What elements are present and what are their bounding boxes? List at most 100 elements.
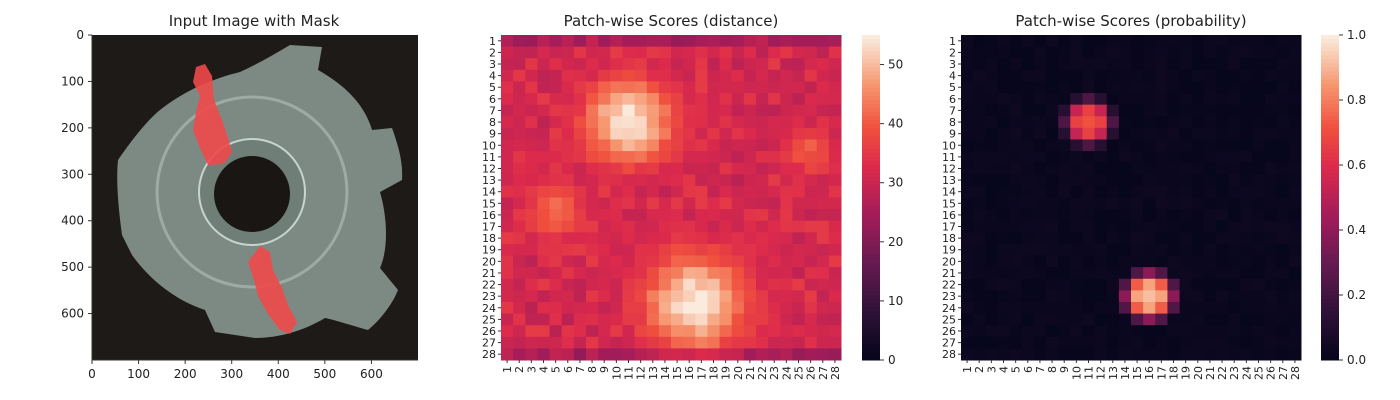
heatmap-cell [768, 58, 781, 71]
heatmap-cell [634, 104, 648, 117]
heatmap-cell [683, 116, 696, 129]
colorbar-segment [862, 104, 880, 109]
heatmap-cell [1046, 313, 1059, 326]
heatmap-cell [1058, 69, 1071, 82]
heatmap-cell [695, 127, 708, 140]
heatmap-cell [1240, 93, 1253, 106]
mask-region-bottom [248, 246, 297, 334]
colorbar-tick-label: 0 [888, 353, 896, 367]
heatmap-cell [525, 301, 538, 315]
heatmap-cell [1070, 336, 1083, 349]
heatmap-cell [695, 232, 708, 245]
heatmap-cell [695, 162, 708, 175]
heatmap-cell [961, 185, 974, 198]
heatmap-cell [1143, 104, 1156, 117]
heatmap-cell [1252, 313, 1266, 326]
heatmap-cell [756, 139, 769, 152]
heatmap-cell [1203, 174, 1217, 187]
heatmap-cell [1009, 93, 1023, 106]
heatmap-cell [573, 58, 587, 71]
heatmap-cell [804, 348, 818, 361]
heatmap-cell [1167, 278, 1181, 291]
heatmap-cell [1191, 162, 1205, 175]
heatmap-cell [1203, 127, 1217, 140]
colorbar-segment [862, 347, 880, 353]
heatmap-cell [1240, 104, 1253, 117]
heatmap-cell [719, 58, 733, 71]
heatmap-cell [804, 290, 818, 303]
y-tick-label: 21 [482, 267, 496, 280]
heatmap-cell [695, 69, 708, 82]
heatmap-cell [1276, 81, 1290, 94]
heatmap-cell [586, 162, 599, 175]
heatmap-cell [658, 69, 672, 82]
y-tick-label: 13 [482, 174, 496, 187]
heatmap-cell [731, 348, 745, 361]
colorbar-segment [862, 156, 880, 162]
heatmap-cell [598, 58, 611, 71]
heatmap-cell [525, 93, 538, 106]
heatmap-cell [804, 151, 818, 164]
heatmap-cell [695, 220, 708, 233]
colorbar-segment [1321, 108, 1339, 113]
center-hole [214, 156, 290, 232]
colorbar-segment [862, 197, 880, 203]
y-tick-label: 26 [482, 325, 496, 338]
heatmap-cell [658, 93, 672, 106]
heatmap-cell [1264, 220, 1278, 233]
colorbar-segment [1321, 282, 1339, 288]
heatmap-cell [658, 185, 672, 198]
heatmap-cell [634, 162, 648, 175]
heatmap-cell [828, 127, 842, 140]
x-tick-label: 26 [1265, 366, 1278, 380]
heatmap-cell [622, 151, 636, 164]
heatmap-cell [634, 69, 648, 82]
heatmap-cell [537, 46, 551, 59]
heatmap-cell [671, 209, 684, 222]
heatmap-cell [1106, 93, 1120, 106]
heatmap-cell [1033, 69, 1047, 82]
heatmap-cell [1021, 69, 1035, 82]
heatmap-cell [719, 301, 733, 315]
heatmap-cell [513, 35, 526, 48]
heatmap-cell [985, 127, 998, 140]
heatmap-cell [671, 127, 684, 140]
heatmap-cell [573, 104, 587, 117]
colorbar-segment [862, 124, 880, 129]
heatmap-cell [537, 301, 551, 315]
heatmap-cell [561, 209, 575, 222]
heatmap-cell [792, 290, 806, 303]
x-tick-label: 15 [671, 366, 684, 380]
colorbar-segment [862, 201, 880, 207]
x-tick-label: 8 [1046, 366, 1059, 373]
heatmap-cell [549, 336, 563, 349]
heatmap-cell [828, 151, 842, 164]
heatmap-cell [683, 104, 696, 117]
colorbar-tick-label: 10 [888, 294, 903, 308]
heatmap-cell [731, 278, 745, 291]
heatmap-cell [756, 81, 769, 94]
heatmap-cell [804, 116, 818, 129]
heatmap-cell [573, 162, 587, 175]
heatmap-cell [501, 267, 514, 280]
heatmap-cell [1009, 174, 1023, 187]
heatmap-cell [1228, 348, 1241, 361]
colorbar-segment [862, 177, 880, 182]
heatmap-cell [586, 232, 599, 245]
heatmap-cell [1155, 278, 1168, 291]
heatmap-cell [731, 69, 745, 82]
colorbar-segment [1321, 290, 1339, 296]
x-tick-label: 22 [1216, 366, 1229, 380]
x-tick-label: 28 [1289, 366, 1302, 380]
heatmap-cell [1070, 127, 1083, 140]
heatmap-cell [1264, 58, 1278, 71]
heatmap-cell [1252, 151, 1266, 164]
x-tick-label: 17 [1155, 366, 1168, 380]
heatmap-cell [804, 255, 818, 268]
heatmap-cell [1216, 336, 1229, 349]
heatmap-cell [1179, 209, 1193, 222]
heatmap-cell [549, 313, 563, 326]
heatmap-cell [1070, 35, 1083, 48]
heatmap-cell [610, 232, 623, 245]
heatmap-cell [1252, 46, 1266, 59]
